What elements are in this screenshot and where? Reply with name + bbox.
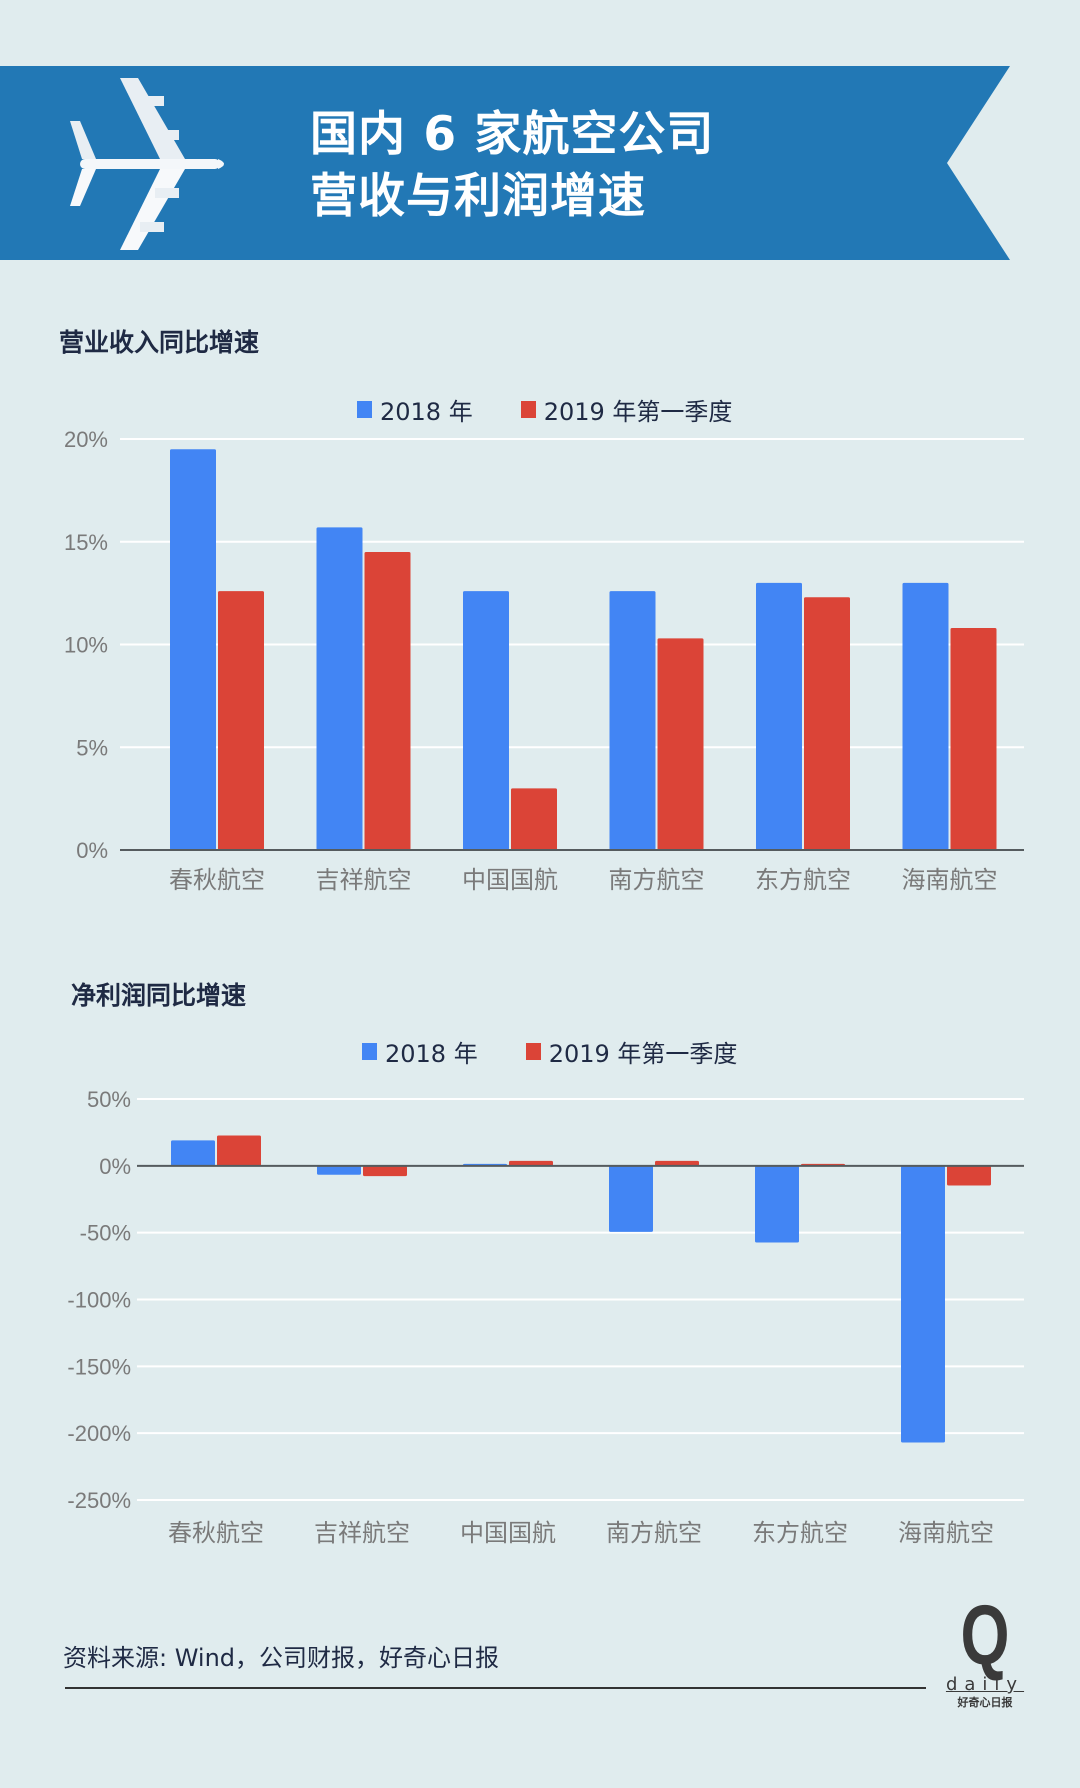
bar-2019q1 — [950, 628, 997, 850]
logo-letter: Q — [960, 1588, 1010, 1682]
page-title: 国内 6 家航空公司 营收与利润增速 — [310, 104, 714, 228]
title-line-1: 国内 6 家航空公司 — [310, 107, 715, 162]
title-line-2: 营收与利润增速 — [310, 169, 646, 224]
legend-item-2018: 2018 年 — [362, 1034, 478, 1069]
airplane-icon — [70, 78, 224, 250]
legend-label: 2018 年 — [380, 398, 473, 426]
legend-swatch-blue — [362, 1043, 377, 1060]
legend-item-2019q1: 2019 年第一季度 — [525, 1034, 738, 1069]
bar-2018 — [609, 591, 656, 850]
bar-2018 — [317, 1165, 361, 1175]
bar-2018 — [170, 449, 216, 850]
revenue-chart-title: 营业收入同比增速 — [59, 328, 260, 357]
y-tick-label: -100% — [67, 1288, 131, 1313]
legend-item-2018: 2018 年 — [357, 392, 473, 427]
profit-legend: 2018 年 2019 年第一季度 — [362, 1034, 785, 1069]
bar-2018 — [901, 1165, 945, 1443]
x-category-label: 中国国航 — [460, 1519, 556, 1547]
bar-2019q1 — [947, 1165, 991, 1186]
bar-2018 — [902, 582, 949, 850]
legend-label: 2019 年第一季度 — [548, 1040, 738, 1068]
bar-2018 — [463, 591, 509, 850]
bar-2018 — [463, 1163, 507, 1166]
qdaily-logo: Q daily 好奇心日报 — [940, 1588, 1030, 1711]
title-banner — [0, 66, 1010, 260]
x-category-label: 东方航空 — [755, 866, 851, 894]
bar-2019q1 — [655, 1160, 699, 1166]
y-tick-label: 0% — [76, 838, 108, 863]
y-tick-label: -50% — [80, 1221, 131, 1246]
x-category-label: 南方航空 — [609, 866, 705, 894]
bar-2018 — [171, 1140, 215, 1166]
legend-swatch-red — [525, 1043, 541, 1060]
bar-2019q1 — [511, 788, 557, 850]
profit-chart-title: 净利润同比增速 — [71, 981, 247, 1010]
x-category-label: 中国国航 — [462, 866, 558, 894]
x-category-label: 吉祥航空 — [316, 866, 412, 894]
legend-label: 2019 年第一季度 — [543, 398, 733, 426]
footer-divider — [65, 1687, 926, 1689]
x-category-label: 春秋航空 — [169, 866, 265, 894]
legend-swatch-blue — [357, 401, 372, 418]
y-tick-label: 20% — [64, 427, 108, 452]
bar-2018 — [756, 582, 802, 850]
bar-2019q1 — [218, 591, 264, 850]
bar-2018 — [755, 1165, 799, 1243]
y-tick-label: 15% — [64, 530, 108, 555]
bar-2019q1 — [363, 1165, 407, 1177]
x-category-label: 南方航空 — [606, 1519, 702, 1547]
bar-2019q1 — [217, 1135, 261, 1166]
logo-cn: 好奇心日报 — [957, 1696, 1013, 1709]
y-tick-label: -200% — [67, 1421, 131, 1446]
legend-label: 2018 年 — [385, 1040, 478, 1068]
x-category-label: 东方航空 — [752, 1519, 848, 1547]
bar-2018 — [316, 527, 363, 850]
legend-swatch-red — [520, 401, 536, 418]
x-category-label: 海南航空 — [902, 866, 998, 894]
bar-2019q1 — [657, 638, 704, 850]
y-tick-label: 10% — [64, 633, 108, 658]
x-category-label: 吉祥航空 — [314, 1519, 410, 1547]
y-tick-label: 50% — [87, 1087, 131, 1112]
legend-item-2019q1: 2019 年第一季度 — [520, 392, 733, 427]
bar-2019q1 — [364, 552, 411, 850]
y-tick-label: 5% — [76, 735, 108, 760]
logo-word: daily — [945, 1674, 1025, 1695]
bar-2018 — [609, 1165, 653, 1232]
x-category-label: 春秋航空 — [168, 1519, 264, 1547]
y-tick-label: -250% — [67, 1488, 131, 1513]
bar-2019q1 — [801, 1163, 845, 1166]
bar-2019q1 — [509, 1160, 553, 1166]
x-category-label: 海南航空 — [898, 1519, 994, 1547]
source-note: 资料来源: Wind，公司财报，好奇心日报 — [63, 1644, 500, 1672]
y-tick-label: 0% — [99, 1154, 131, 1179]
y-tick-label: -150% — [67, 1354, 131, 1379]
revenue-legend: 2018 年 2019 年第一季度 — [357, 392, 780, 427]
bar-2019q1 — [804, 597, 850, 850]
